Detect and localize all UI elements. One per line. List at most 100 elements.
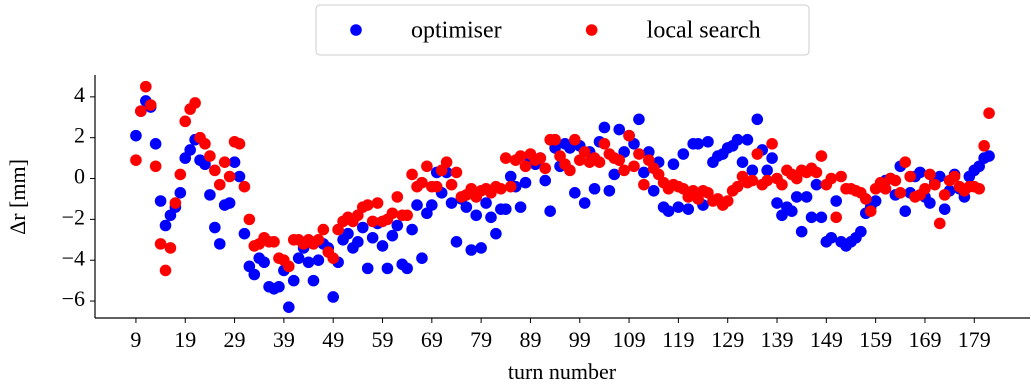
point [169,197,182,209]
point [830,211,842,224]
point [450,166,463,179]
point [776,178,788,191]
x-tick-label: 19 [174,327,196,352]
point [204,150,216,162]
point [795,225,808,238]
point [283,260,295,273]
point [598,121,611,134]
point [864,205,877,218]
legend-box [315,4,810,56]
point [810,166,823,179]
point [238,180,251,193]
point [569,187,581,199]
point [317,223,330,236]
point [544,205,556,218]
point [154,195,167,207]
x-tick-label: 79 [470,327,492,352]
point [736,156,749,168]
point [450,236,463,248]
point [302,256,315,269]
point [855,225,867,238]
point [613,154,626,166]
x-tick-label: 169 [908,327,941,352]
point [366,231,379,244]
point [426,199,438,211]
point [667,158,680,171]
point [938,203,951,215]
point [598,138,611,150]
point [401,262,413,275]
point [643,146,655,158]
point [731,180,744,193]
point [633,113,645,126]
point [130,154,142,166]
point [273,280,285,293]
y-tick-label: −4 [62,245,85,270]
x-tick-label: 49 [322,327,344,352]
point [894,187,907,199]
point [292,252,305,264]
point [485,211,497,224]
point [973,182,986,195]
point [179,115,192,128]
point [613,123,626,136]
point [213,238,226,250]
point [514,201,527,213]
point [578,197,591,209]
point [401,209,413,222]
point [376,240,389,252]
point [519,176,532,189]
point [746,174,759,187]
point [352,236,364,248]
x-tick-label: 139 [761,327,794,352]
point [495,182,507,195]
point [430,180,443,193]
point [859,193,872,205]
point [327,291,339,303]
point [174,168,187,181]
point [731,133,744,146]
point [174,187,187,199]
point [460,201,473,213]
point [830,195,842,207]
point [159,219,172,232]
point [139,80,152,93]
x-tick-label: 69 [421,327,443,352]
x-tick-label: 99 [569,327,591,352]
point [475,242,487,254]
point [623,129,635,142]
point [209,164,221,177]
point [924,197,936,209]
point [238,227,251,240]
point [672,201,685,213]
y-tick-label: −2 [62,204,85,229]
point [480,197,492,209]
point [825,172,838,185]
point [904,170,916,183]
y-tick-label: 0 [74,164,85,189]
point [924,168,936,181]
point [766,152,778,164]
point [539,174,552,187]
point [603,184,616,197]
legend-label: local search [647,18,761,44]
point [268,236,280,248]
y-tick-label: 2 [74,123,85,148]
point [593,156,606,168]
point [406,168,418,181]
point [929,178,941,191]
point [899,205,912,218]
x-tick-label: 119 [662,327,694,352]
point [790,191,803,203]
point [983,107,995,119]
point [948,170,961,183]
point [628,160,640,173]
point [771,197,783,209]
point [761,174,773,187]
point [549,133,561,146]
x-tick-label: 109 [613,327,646,352]
point [209,221,221,234]
point [938,189,951,201]
point [283,301,295,313]
